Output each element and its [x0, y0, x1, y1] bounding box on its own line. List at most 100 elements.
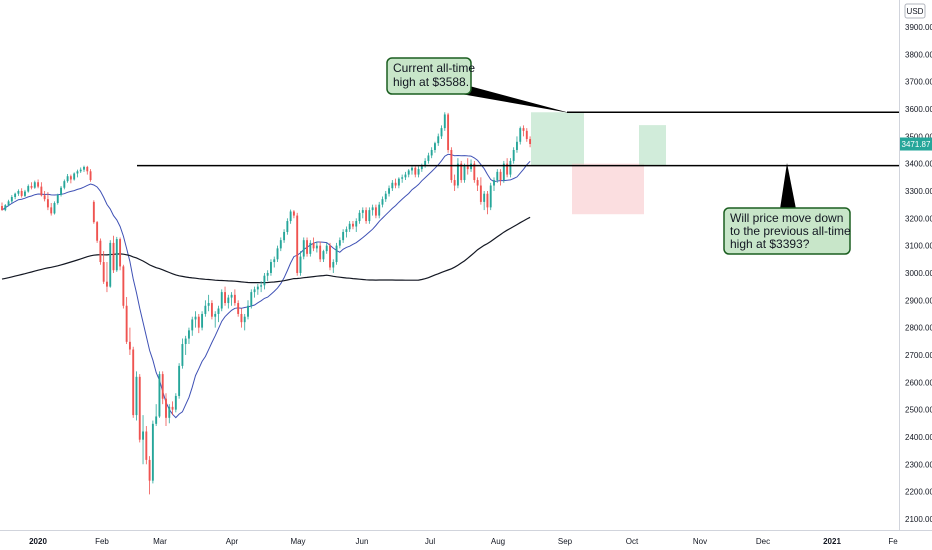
- candle: [142, 415, 144, 465]
- candle: [53, 201, 56, 215]
- candle-body: [453, 180, 456, 186]
- candle-body: [430, 149, 433, 156]
- candle: [138, 374, 141, 443]
- candle: [411, 166, 413, 175]
- candle-body: [273, 259, 276, 263]
- question-callout-line1: Will price move down: [730, 211, 843, 225]
- candle: [128, 327, 131, 355]
- candle-body: [102, 262, 105, 282]
- candle-body: [348, 223, 351, 230]
- candle-body: [368, 210, 371, 222]
- candle-body: [24, 191, 26, 196]
- candle-body: [279, 240, 282, 249]
- candle: [335, 242, 338, 265]
- candle: [322, 249, 325, 263]
- candle: [397, 177, 400, 189]
- candle: [4, 204, 7, 212]
- candle: [194, 311, 197, 328]
- question-callout-box: [723, 207, 851, 255]
- candle: [30, 182, 33, 190]
- candle-body: [63, 181, 66, 188]
- candle: [361, 207, 364, 219]
- candle: [207, 294, 210, 312]
- candle: [342, 229, 345, 243]
- candle-body: [388, 188, 390, 194]
- y-tick-label: 3200.00: [905, 214, 932, 223]
- currency-badge[interactable]: [904, 3, 926, 19]
- candle-body: [434, 143, 436, 150]
- candle-body: [168, 406, 171, 418]
- candle-body: [112, 242, 115, 271]
- y-tick-label: 3500.00: [905, 132, 932, 141]
- candle: [456, 158, 459, 189]
- candle-body: [516, 141, 518, 150]
- candle-body: [447, 114, 450, 150]
- price-axis[interactable]: 3900.00 3800.00 3700.00 3600.00 3500.00 3400.…: [905, 23, 932, 524]
- question-callout-line2: to the previous all-time: [730, 224, 851, 238]
- candle-body: [263, 275, 266, 286]
- candle-body: [20, 190, 23, 196]
- candle: [460, 160, 463, 183]
- candle-body: [230, 294, 233, 298]
- candle: [325, 242, 328, 254]
- candle: [312, 237, 315, 252]
- candle: [125, 297, 128, 345]
- candle-body: [299, 256, 302, 273]
- candle-body: [201, 313, 204, 328]
- candle: [135, 371, 138, 421]
- candle-body: [394, 182, 397, 186]
- candle: [148, 456, 151, 495]
- candle-body: [506, 163, 509, 175]
- candle-body: [512, 149, 515, 161]
- candle-body: [397, 178, 400, 186]
- time-axis[interactable]: 2020 Feb Mar Apr May Jun Jul Aug Sep Oct Nov Dec 202…: [29, 537, 898, 546]
- candle: [178, 363, 181, 399]
- candle-body: [237, 303, 240, 314]
- candle-body: [253, 289, 256, 293]
- candle-body: [443, 114, 446, 129]
- candle-body: [171, 406, 174, 410]
- candle: [489, 182, 492, 211]
- candle: [63, 179, 66, 190]
- candle: [279, 237, 282, 252]
- ath-callout-line2: high at $3588.: [393, 75, 469, 89]
- candle-body: [7, 201, 10, 206]
- candle-body: [355, 221, 358, 227]
- pullback-zone: [572, 163, 644, 215]
- candle: [466, 158, 469, 175]
- candle: [247, 300, 249, 320]
- candle-body: [178, 365, 181, 396]
- candle: [132, 346, 135, 418]
- candle-body: [483, 193, 486, 202]
- candle-body: [460, 163, 463, 181]
- candle: [374, 204, 377, 219]
- candle: [332, 259, 335, 273]
- candle: [155, 404, 158, 427]
- candle-body: [155, 416, 158, 424]
- question-callout-line3: high at $3393?: [730, 237, 810, 251]
- candle: [174, 393, 177, 413]
- candle-body: [312, 242, 315, 249]
- candle: [381, 196, 384, 208]
- candle-body: [345, 229, 348, 232]
- candle: [233, 289, 236, 306]
- candle: [365, 207, 368, 224]
- candle-body: [479, 185, 482, 202]
- short-moving-average-line: [1, 153, 531, 419]
- candle: [230, 292, 233, 306]
- x-tick-label: Aug: [491, 537, 505, 546]
- candle-body: [138, 376, 141, 440]
- candle-body: [148, 459, 151, 481]
- y-tick-label: 3300.00: [905, 187, 932, 196]
- candle-body: [381, 199, 384, 205]
- candle-body: [145, 431, 148, 460]
- y-tick-label: 3400.00: [905, 160, 932, 169]
- candle: [227, 294, 230, 309]
- candle-body: [243, 316, 246, 323]
- candle: [151, 420, 154, 484]
- candle-body: [14, 193, 17, 197]
- candle-body: [519, 128, 522, 142]
- candle-body: [522, 128, 525, 131]
- y-tick-label: 3100.00: [905, 242, 932, 251]
